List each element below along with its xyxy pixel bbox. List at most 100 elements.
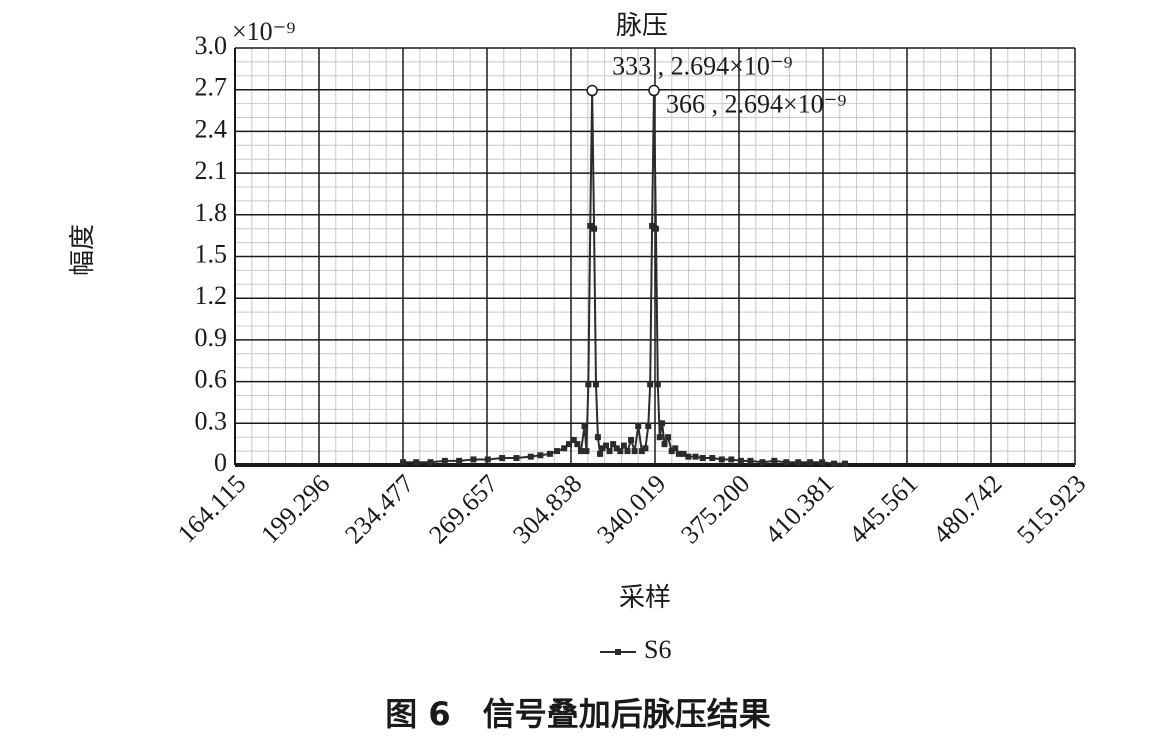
point-marker	[484, 456, 491, 463]
x-tick-label: 515.923	[1011, 469, 1091, 549]
y-tick-label: 0.3	[195, 406, 228, 435]
annotation: 366 , 2.694×10⁻⁹	[666, 90, 846, 119]
x-tick-label: 269.657	[423, 469, 503, 549]
chart-title: 脉压	[616, 11, 668, 40]
x-tick-label: 234.477	[339, 469, 419, 549]
annotation-marker	[586, 84, 598, 97]
x-tick-label: 199.296	[255, 469, 335, 549]
point-marker	[654, 381, 661, 388]
point-marker	[554, 448, 561, 455]
point-marker	[577, 448, 584, 455]
point-marker	[587, 222, 594, 229]
point-marker	[585, 381, 592, 388]
point-marker	[565, 441, 572, 448]
x-tick-label: 445.561	[843, 469, 923, 549]
point-marker	[807, 459, 814, 466]
point-marker	[427, 459, 434, 466]
x-tick-label: 480.742	[927, 469, 1007, 549]
legend-marker	[615, 649, 621, 655]
point-marker	[620, 442, 627, 449]
x-tick-label: 164.115	[172, 469, 252, 549]
point-marker	[842, 460, 849, 467]
x-axis-label: 采样	[619, 583, 671, 612]
point-marker	[527, 453, 534, 460]
point-marker	[574, 441, 581, 448]
point-marker	[441, 457, 448, 464]
y-tick-label: 1.8	[195, 198, 228, 227]
y-multiplier: ×10⁻⁹	[232, 17, 295, 46]
point-marker	[499, 455, 506, 462]
point-marker	[546, 450, 553, 457]
point-marker	[659, 420, 666, 427]
point-marker	[831, 460, 838, 467]
point-marker	[400, 459, 407, 466]
point-marker	[613, 445, 620, 452]
point-marker	[606, 448, 613, 455]
point-marker	[699, 455, 706, 462]
point-marker	[668, 448, 675, 455]
caption: 图 6 信号叠加后脉压结果	[385, 695, 770, 733]
point-marker	[635, 423, 642, 430]
y-tick-label: 2.1	[195, 156, 228, 185]
y-tick-label: 0.6	[195, 365, 228, 394]
y-tick-label: 1.5	[195, 239, 228, 268]
point-marker	[610, 441, 617, 448]
point-marker	[718, 456, 725, 463]
point-marker	[692, 453, 699, 460]
annotation: 333 , 2.694×10⁻⁹	[612, 52, 792, 81]
point-marker	[652, 225, 659, 232]
point-marker	[561, 445, 568, 452]
legend-label: S6	[644, 635, 671, 664]
point-marker	[583, 448, 590, 455]
point-marker	[819, 459, 826, 466]
y-tick-label: 0.9	[195, 323, 228, 352]
point-marker	[649, 222, 656, 229]
y-tick-label: 2.7	[195, 73, 228, 102]
point-marker	[592, 381, 599, 388]
point-marker	[570, 436, 577, 443]
point-marker	[747, 457, 754, 464]
point-marker	[617, 448, 624, 455]
point-marker	[728, 456, 735, 463]
point-marker	[783, 459, 790, 466]
point-marker	[645, 423, 652, 430]
x-tick-label: 375.200	[675, 469, 755, 549]
annotation-marker	[648, 84, 660, 97]
y-tick-label: 0	[214, 448, 227, 477]
point-marker	[470, 456, 477, 463]
point-marker	[624, 448, 631, 455]
point-marker	[685, 453, 692, 460]
point-marker	[638, 448, 645, 455]
point-marker	[597, 450, 604, 457]
point-marker	[631, 448, 638, 455]
y-axis-label: 幅度	[68, 224, 97, 276]
point-marker	[656, 434, 663, 441]
point-marker	[413, 459, 420, 466]
point-marker	[665, 434, 672, 441]
x-tick-label: 410.381	[759, 469, 839, 549]
point-marker	[759, 459, 766, 466]
point-marker	[513, 455, 520, 462]
point-marker	[456, 457, 463, 464]
series-line	[403, 90, 846, 465]
point-marker	[771, 457, 778, 464]
point-marker	[537, 452, 544, 459]
point-marker	[672, 445, 679, 452]
y-tick-label: 1.2	[195, 281, 228, 310]
point-marker	[581, 423, 588, 430]
point-marker	[591, 225, 598, 232]
point-marker	[737, 457, 744, 464]
point-marker	[642, 445, 649, 452]
point-marker	[594, 434, 601, 441]
point-marker	[709, 455, 716, 462]
point-marker	[795, 459, 802, 466]
y-tick-label: 2.4	[195, 114, 228, 143]
x-tick-label: 340.019	[591, 469, 671, 549]
point-marker	[661, 441, 668, 448]
point-marker	[599, 445, 606, 452]
point-marker	[603, 442, 610, 449]
x-tick-label: 304.838	[507, 469, 587, 549]
point-marker	[647, 381, 654, 388]
point-marker	[628, 436, 635, 443]
